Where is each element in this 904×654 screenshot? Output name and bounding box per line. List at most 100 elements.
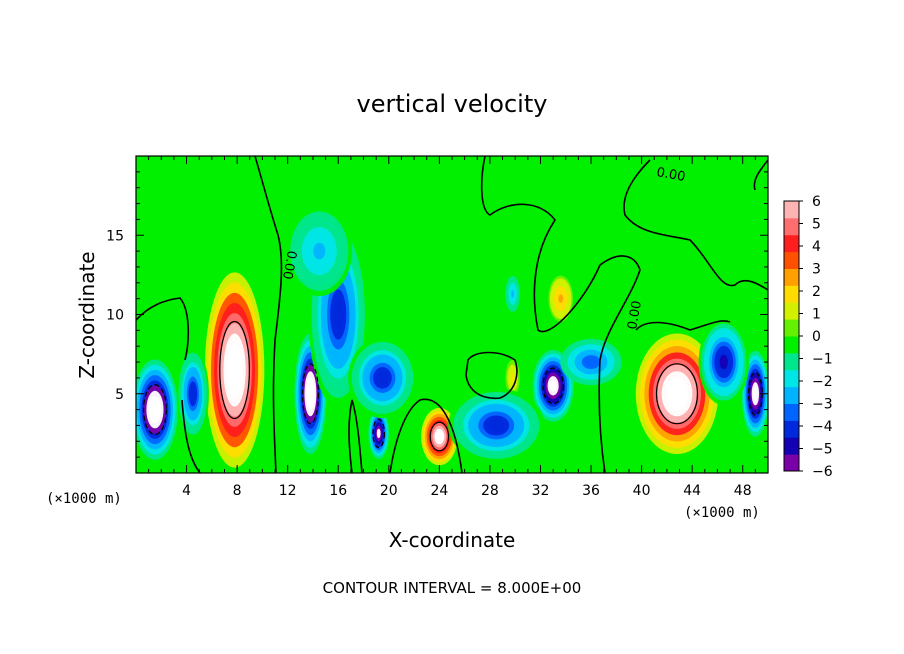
colorbar-tick-label: −2 [812,374,833,390]
velocity-level-ring [719,354,728,370]
velocity-level-ring [488,419,505,432]
x-tick-label: 16 [329,483,347,499]
x-tick-label: 8 [233,483,242,499]
x-tick-label: 20 [380,483,398,499]
colorbar-swatch [784,217,799,236]
colorbar-tick-label: 5 [812,217,821,233]
velocity-level-ring [376,428,381,439]
velocity-cell-downdraft [698,318,749,406]
colorbar-tick-label: 4 [812,239,821,255]
chart-title: vertical velocity [357,90,548,118]
contour-label: 0.00 [655,165,686,185]
x-tick-label: 4 [182,483,191,499]
colorbar-tick-label: 2 [812,284,821,300]
velocity-level-ring [511,374,515,382]
colorbar-tick-label: −5 [812,442,833,458]
colorbar-swatch [784,302,799,320]
x-tick-label: 12 [279,483,297,499]
strong-contour-line [301,363,319,425]
velocity-level-ring [151,401,159,418]
x-unit-left: (×1000 m) [46,491,122,507]
zero-contour-line [635,320,731,331]
velocity-level-ring [585,357,597,367]
colorbar-swatch [784,437,799,455]
x-tick-label: 32 [532,483,550,499]
colorbar-tick-label: 6 [812,194,821,210]
colorbar-swatch [784,352,799,371]
contour-interval-note: CONTOUR INTERVAL = 8.000E+00 [323,579,582,597]
colorbar-tick-label: −3 [812,397,833,413]
colorbar-swatch [784,285,799,303]
x-axis-label: X-coordinate [389,528,516,552]
colorbar-swatch [784,251,799,269]
colorbar-swatch [784,268,799,286]
plot-area: 0.00 0.00 0.00 [135,155,769,474]
colorbar-swatch [784,369,799,388]
velocity-level-ring [670,383,684,404]
strong-contour-line [429,421,450,452]
colorbar-swatch [784,420,799,438]
zero-contour-line [389,398,463,473]
x-tick-label: 28 [481,483,499,499]
velocity-level-ring [511,290,515,298]
zero-contour-line [254,156,283,473]
colorbar-swatch [784,386,799,404]
velocity-cell-downdraft [348,337,417,419]
velocity-level-ring [549,379,557,392]
x-tick-label: 36 [582,483,600,499]
velocity-level-ring [558,294,563,303]
colorbar-tick-label: 3 [812,262,821,278]
colorbar-tick-label: 0 [812,329,821,345]
strong-contour-line [219,320,250,420]
contour-label: 0.00 [279,249,299,280]
velocity-cell-downdraft [448,388,545,463]
colorbar: 6 5 4 3 2 1 0 −1 −2 −3 −4 −5 −6 [783,194,833,480]
colorbar-swatch [784,454,799,472]
contour-label: 0.00 [625,300,645,331]
x-tick-label: 44 [683,483,701,499]
velocity-cell-updraft [505,359,520,397]
zero-contour-line [181,399,201,473]
colorbar-swatch [784,319,799,337]
x-tick-labels: 4 8 12 16 20 24 28 32 36 40 44 48 [182,483,752,499]
colorbar-tick-label: −6 [812,464,833,480]
velocity-cell-updraft [204,272,265,468]
zero-contour-line [623,159,768,291]
velocity-level-ring [436,431,443,442]
velocity-level-ring [307,383,314,404]
y-axis-label: Z-coordinate [75,251,99,378]
velocity-cell-downdraft [560,338,622,386]
colorbar-tick-label: −4 [812,419,833,435]
y-tick-label: 10 [106,308,124,324]
velocity-cell-downdraft [286,206,353,297]
velocity-level-ring [313,242,326,260]
x-tick-label: 48 [734,483,752,499]
zero-contour-line [348,399,363,473]
y-tick-labels: 5 10 15 [106,228,124,403]
x-tick-label: 40 [633,483,651,499]
x-unit-right: (×1000 m) [684,505,760,521]
velocity-cell-downdraft [176,347,209,440]
velocity-level-ring [190,386,196,402]
velocity-level-ring [229,353,240,387]
y-tick-label: 15 [106,228,124,244]
x-tick-label: 24 [430,483,448,499]
y-tick-label: 5 [115,387,124,403]
strong-contour-line [372,418,385,449]
colorbar-tick-label: −1 [812,352,833,368]
velocity-cell-downdraft [504,273,521,315]
velocity-cell-updraft [548,275,574,322]
velocity-level-ring [376,371,389,385]
velocity-level-ring [753,386,758,401]
colorbar-swatch [784,336,799,354]
zero-contour-line [136,297,190,361]
zero-contour-line [753,159,768,191]
colorbar-swatch [784,201,799,219]
strong-contour-line [142,384,167,436]
strong-contour-line [655,363,699,425]
zero-contour-line [465,351,518,400]
strong-contour-line [542,367,564,405]
velocity-level-ring [333,299,344,330]
colorbar-tick-label: 1 [812,307,821,323]
